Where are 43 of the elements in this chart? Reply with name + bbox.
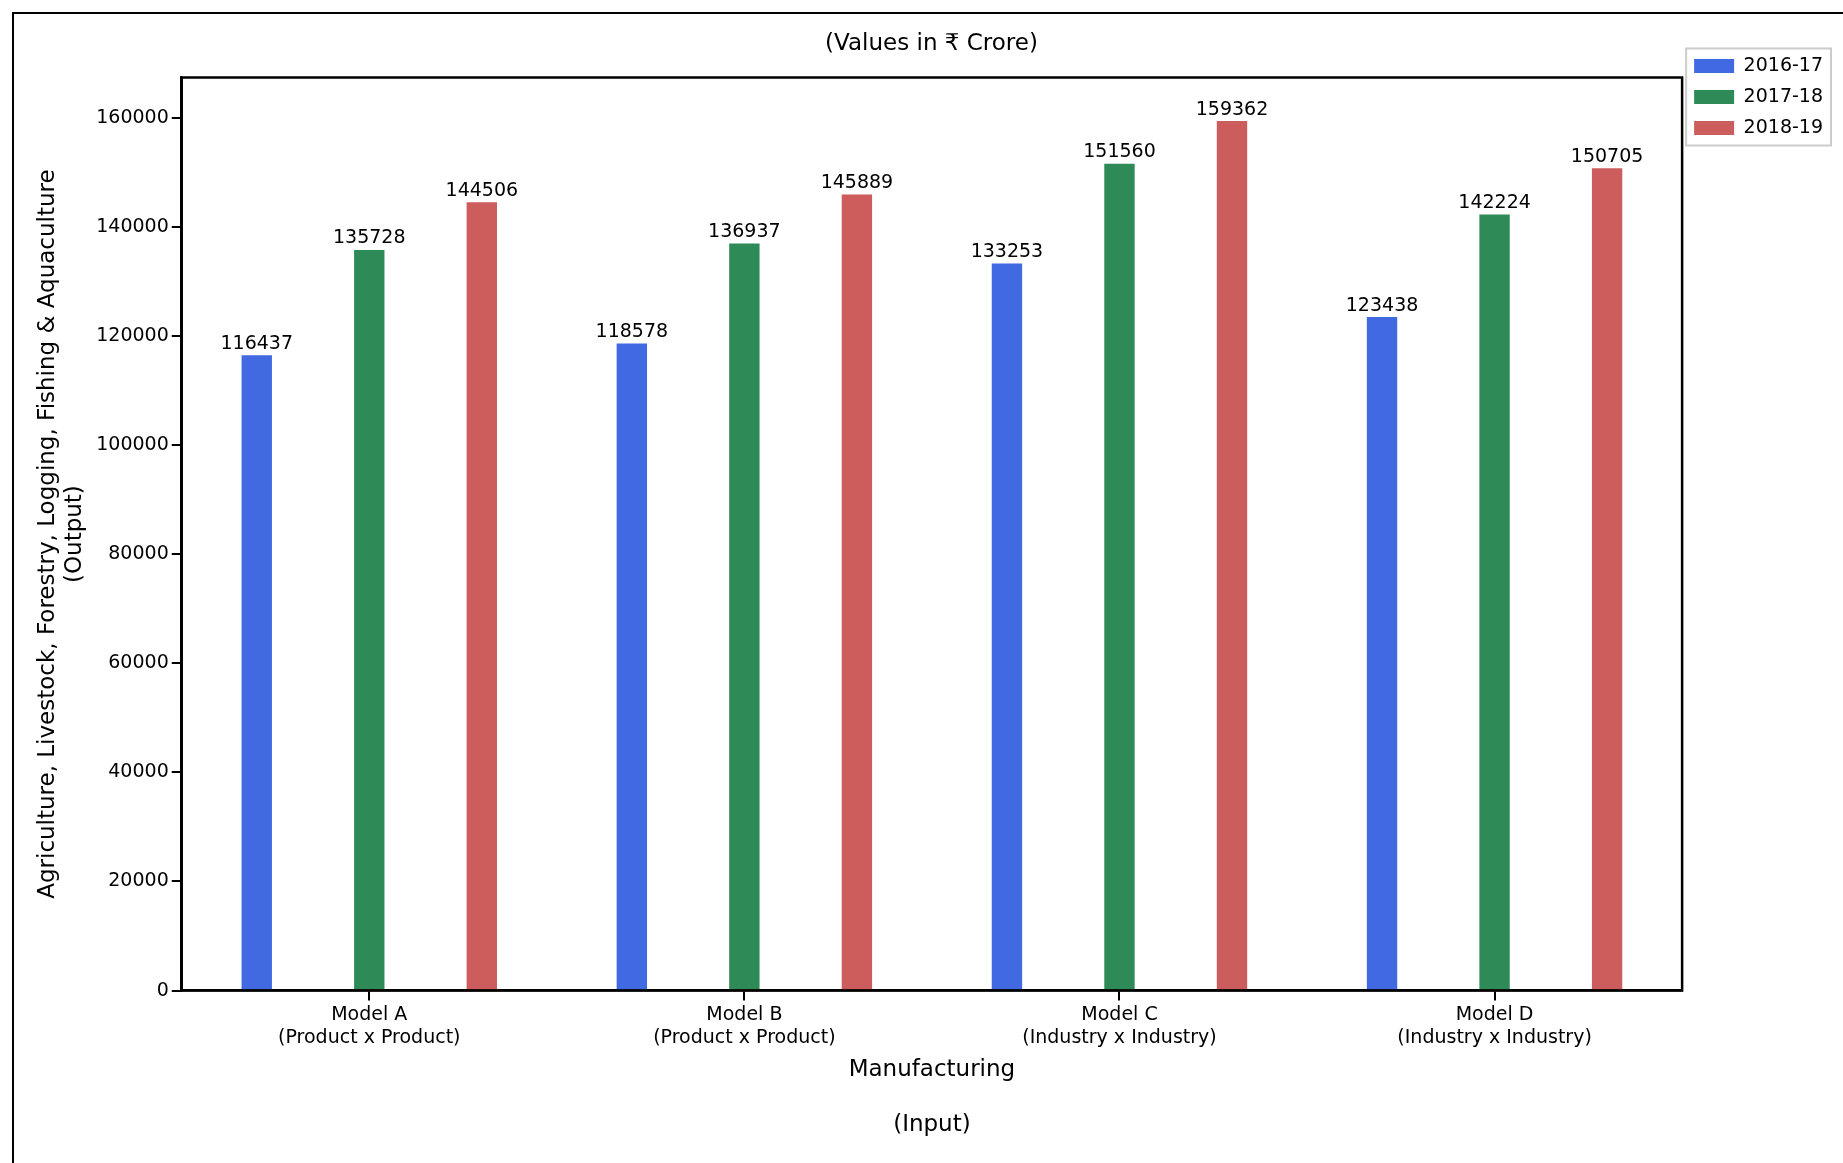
data-label: 150705 xyxy=(1570,143,1644,166)
data-label: 151560 xyxy=(1083,139,1156,162)
x-tick-label: Model C (Industry x Industry) xyxy=(1022,1001,1217,1047)
text: Manufacturing (Input) xyxy=(848,1054,1016,1137)
y-tick-label: 40000 xyxy=(108,759,169,782)
y-tick-label: 100000 xyxy=(96,431,169,454)
y-tick-label: 20000 xyxy=(108,868,169,891)
bar xyxy=(616,343,648,990)
bar xyxy=(1479,214,1510,990)
y-tick-label: 140000 xyxy=(96,213,169,236)
bar xyxy=(466,202,497,990)
data-label: 159362 xyxy=(1195,96,1269,119)
bar xyxy=(241,355,272,990)
bar xyxy=(354,250,385,990)
x-tick-label: Model A (Product x Product) xyxy=(278,1001,461,1047)
bar xyxy=(991,263,1023,990)
legend-label: 2016-17 xyxy=(1743,52,1823,75)
legend-label: 2017-18 xyxy=(1743,83,1823,106)
data-label: 145889 xyxy=(820,170,894,193)
data-label: 116437 xyxy=(220,330,294,353)
data-label: 118578 xyxy=(595,319,669,342)
bar xyxy=(1591,168,1623,990)
bar xyxy=(1104,163,1135,990)
legend-label: 2018-19 xyxy=(1743,114,1823,137)
y-tick-label: 80000 xyxy=(108,541,169,564)
data-label: 123438 xyxy=(1345,292,1419,315)
y-tick-label: 160000 xyxy=(96,104,169,127)
y-tick-label: 0 xyxy=(156,977,169,1000)
y-tick-label: 60000 xyxy=(108,650,169,673)
y-tick-label: 120000 xyxy=(96,322,169,345)
bar xyxy=(841,194,873,990)
data-label: 144506 xyxy=(445,177,519,200)
x-tick-label: Model B (Product x Product) xyxy=(653,1001,836,1047)
data-label: 135728 xyxy=(333,225,406,248)
bar xyxy=(729,243,760,990)
data-label: 133253 xyxy=(970,238,1044,261)
data-label: 136937 xyxy=(708,218,781,241)
x-tick-label: Model D (Industry x Industry) xyxy=(1397,1001,1592,1047)
bar xyxy=(1366,317,1398,990)
y-axis-title: Agriculture, Livestock, Forestry, Logging, Fishing & Aquaculture (Output) xyxy=(32,169,87,899)
chart-title: (Values in ₹ Crore) xyxy=(825,28,1038,55)
bar xyxy=(1216,121,1248,990)
data-label: 142224 xyxy=(1458,190,1531,213)
